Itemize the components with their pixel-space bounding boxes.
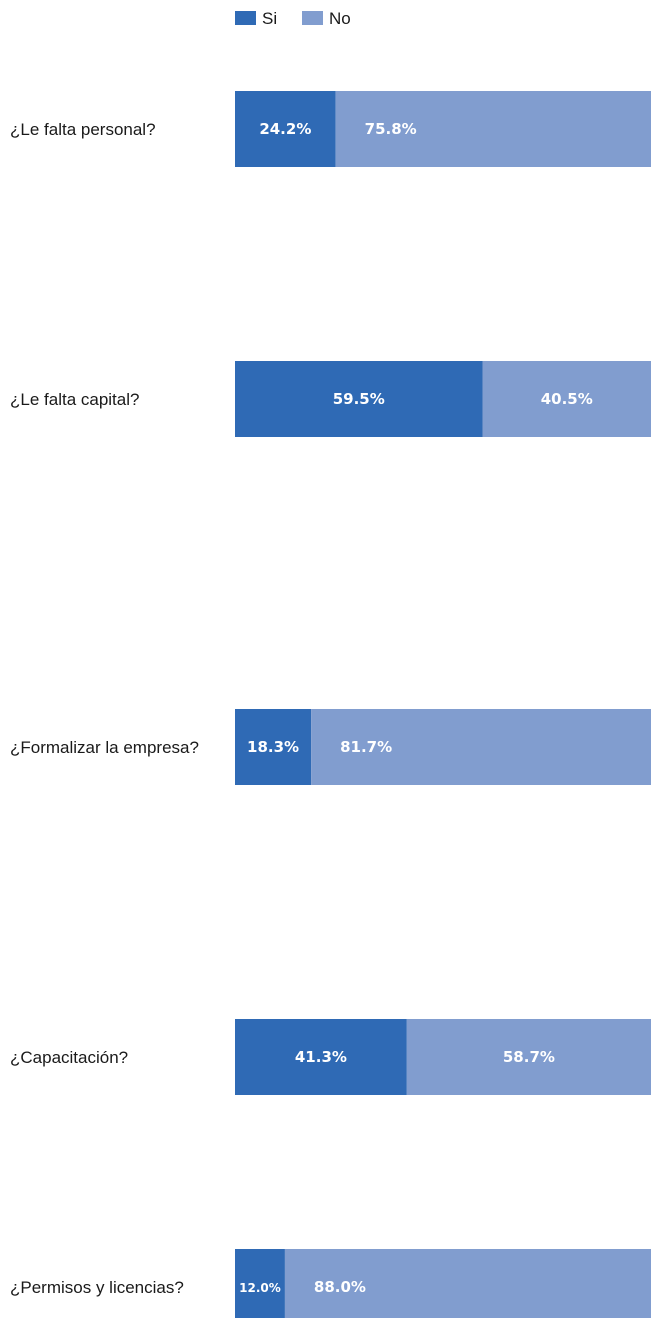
bar-segment-no [335,91,651,167]
bar-row: ¿Formalizar la empresa? 18.3% 81.7% [10,709,651,785]
bar-row: ¿Permisos y licencias? 12.0% 88.0% [10,1249,651,1318]
category-label: ¿Le falta personal? [10,120,156,139]
data-label-si: 12.0% [239,1281,281,1295]
data-label-si: 59.5% [333,390,385,408]
data-label-si: 24.2% [259,120,311,138]
bar-segment-si [235,1019,407,1095]
bar-segment-no [311,709,651,785]
data-label-si: 18.3% [247,738,299,756]
chart-rows: ¿Le falta personal? 24.2% 75.8% ¿Le falta c… [10,91,651,1318]
bar-segment-no [482,361,651,437]
legend-item-si: Si [235,9,277,28]
data-label-no: 88.0% [314,1278,366,1296]
bar-row: ¿Capacitación? 41.3% 58.7% [10,1019,651,1095]
category-label: ¿Formalizar la empresa? [10,738,199,757]
chart-legend: Si No [235,9,351,28]
category-label: ¿Capacitación? [10,1048,128,1067]
bar-segment-si [235,361,483,437]
legend-label-si: Si [262,9,277,28]
data-label-no: 75.8% [365,120,417,138]
legend-label-no: No [329,9,351,28]
bar-row: ¿Le falta capital? 59.5% 40.5% [10,361,651,437]
data-label-si: 41.3% [295,1048,347,1066]
bar-segment-no [406,1019,651,1095]
bar-segment-si [235,91,336,167]
bar-segment-no [284,1249,651,1318]
data-label-no: 40.5% [541,390,593,408]
bar-row: ¿Le falta personal? 24.2% 75.8% [10,91,651,167]
data-label-no: 81.7% [340,738,392,756]
legend-swatch-si [235,11,256,25]
legend-swatch-no [302,11,323,25]
data-label-no: 58.7% [503,1048,555,1066]
bar-segment-si [235,709,312,785]
category-label: ¿Permisos y licencias? [10,1278,184,1297]
legend-item-no: No [302,9,351,28]
category-label: ¿Le falta capital? [10,390,139,409]
bar-segment-si [235,1249,285,1318]
